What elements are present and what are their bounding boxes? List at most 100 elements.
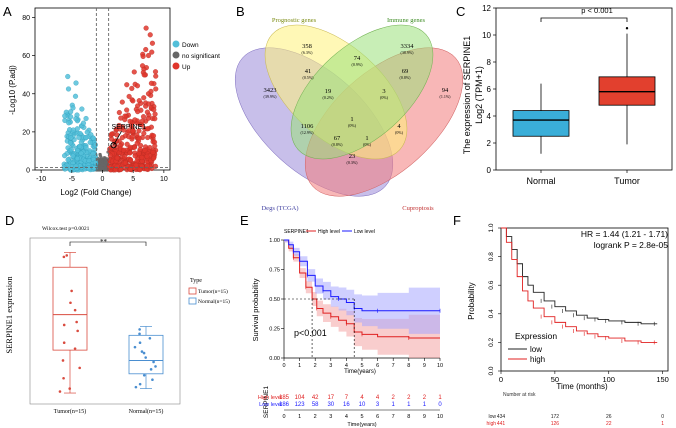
volcano-point xyxy=(152,111,158,117)
box-d-point xyxy=(73,347,77,350)
survival-e-risk-value: 1 xyxy=(392,402,396,408)
volcano-point xyxy=(145,52,152,59)
volcano-point xyxy=(139,154,145,161)
volcano-point xyxy=(148,80,154,86)
survival-f-risk-value: 434 xyxy=(497,414,506,420)
survival-e-risk-xtick: 3 xyxy=(329,414,332,420)
volcano-point xyxy=(119,99,125,105)
box-plot-c: 0 2 4 6 8 10 12 Normal Tumor The expression of S… xyxy=(462,4,673,186)
survival-f-ytick-label: 1.0 xyxy=(488,223,495,232)
venn-region-percent: (0.9%) xyxy=(352,62,364,67)
volcano-point xyxy=(129,85,135,92)
survival-f-ylabel: Probability xyxy=(467,282,476,319)
venn-region-percent: (0%) xyxy=(348,123,357,128)
box-d-point xyxy=(134,385,138,389)
volcano-ytick-label: 40 xyxy=(22,91,30,98)
volcano-point xyxy=(83,145,89,151)
volcano-point xyxy=(72,93,79,99)
survival-e-risk-xtick: 4 xyxy=(345,414,348,420)
venn-region-percent: (0%) xyxy=(380,95,389,100)
survival-e-ytick-label: 0.75 xyxy=(269,268,280,274)
volcano-point xyxy=(134,132,140,138)
box-d-legend-title: Type xyxy=(190,278,202,284)
survival-f-logrank: logrank P = 2.8e-05 xyxy=(594,240,669,250)
volcano-ytick-label: 0 xyxy=(26,168,30,175)
venn-region-percent: (0%) xyxy=(395,130,404,135)
volcano-point xyxy=(131,69,137,75)
volcano-point xyxy=(143,47,149,53)
survival-e-risk-xtick: 9 xyxy=(423,414,426,420)
survival-e-risk-xlabel: Time(years) xyxy=(347,422,376,428)
volcano-point xyxy=(147,144,153,151)
venn-diagram: Prognostic genes Immune genes Degs (TCGA… xyxy=(234,17,464,212)
survival-f-xtick-label: 150 xyxy=(656,375,669,384)
survival-e-risk-row-label: High level xyxy=(258,395,282,401)
box-d-point xyxy=(152,360,155,364)
volcano-point xyxy=(65,86,72,92)
volcano-point xyxy=(102,163,106,167)
survival-f-xtick-label: 50 xyxy=(551,375,559,384)
box-c-bracket xyxy=(540,17,628,22)
volcano-point xyxy=(87,139,93,145)
box-d-point xyxy=(142,373,146,377)
survival-e-ytick-label: 0.50 xyxy=(269,297,280,303)
volcano-xtick-label: 10 xyxy=(160,176,168,183)
survival-f-curve xyxy=(501,227,658,325)
volcano-point xyxy=(67,140,73,146)
survival-e-risk-value: 3 xyxy=(376,402,380,408)
volcano-axes: -10 -5 0 5 10 0 20 40 60 80 xyxy=(22,15,168,183)
volcano-point xyxy=(144,153,150,159)
survival-e-ci-band xyxy=(284,240,440,340)
volcano-point xyxy=(73,80,79,86)
box-d-xtick-normal: Normal(n=15) xyxy=(129,408,164,415)
survival-f-risk-value: 22 xyxy=(606,421,612,427)
survival-f-risk-value: 126 xyxy=(551,421,560,427)
volcano-point xyxy=(133,162,139,168)
venn-region-count: 74 xyxy=(354,55,361,62)
survival-e-legend: SERPINE1 High level Low level xyxy=(284,229,375,235)
survival-e-curve xyxy=(284,239,440,339)
volcano-point xyxy=(68,167,74,173)
volcano-point xyxy=(90,135,96,141)
box-d-point xyxy=(62,376,65,380)
volcano-point xyxy=(140,114,147,120)
venn-label-immune: Immune genes xyxy=(387,17,426,24)
survival-e-xtick-label: 9 xyxy=(423,363,426,369)
box-d-point xyxy=(65,254,69,257)
survival-e-risk-value: 2 xyxy=(407,395,411,401)
volcano-point xyxy=(140,53,146,59)
box-c-box xyxy=(512,110,570,137)
survival-e-risk-xtick: 0 xyxy=(282,414,285,420)
volcano-point xyxy=(152,116,158,122)
box-d-point xyxy=(148,336,152,340)
legend-down-swatch xyxy=(172,40,180,48)
survival-e-risk-xtick: 5 xyxy=(360,414,363,420)
volcano-point xyxy=(130,128,136,134)
panel-label-a: A xyxy=(3,4,12,19)
box-d-point xyxy=(62,323,66,327)
legend-down-label: Down xyxy=(182,42,199,49)
legend-ns-swatch xyxy=(172,51,180,59)
venn-region-count: 41 xyxy=(305,68,312,75)
box-d-point xyxy=(62,341,66,345)
volcano-point xyxy=(134,158,140,164)
survival-f-legend: Expression low high xyxy=(508,331,557,364)
box-c-xtick-label: Tumor xyxy=(614,176,640,186)
volcano-point xyxy=(152,163,159,169)
panel-label-e: E xyxy=(240,213,249,228)
volcano-point xyxy=(150,133,157,139)
volcano-point xyxy=(132,117,138,123)
volcano-point xyxy=(143,103,149,109)
volcano-point xyxy=(130,98,136,104)
volcano-point xyxy=(145,115,151,121)
survival-e-risk-value: 16 xyxy=(343,402,350,408)
venn-region-percent: (39.9%) xyxy=(264,94,278,99)
survival-f-risk-row-label: low xyxy=(488,414,496,420)
survival-e-risk-value: 185 xyxy=(279,395,290,401)
survival-e-xtick-label: 2 xyxy=(314,363,317,369)
survival-e-risk-value: 2 xyxy=(392,395,396,401)
volcano-point xyxy=(153,86,159,92)
venn-region-count: 1 xyxy=(365,135,368,142)
volcano-point xyxy=(90,151,96,157)
